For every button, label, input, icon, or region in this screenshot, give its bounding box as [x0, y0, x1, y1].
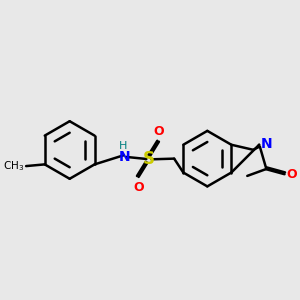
Text: O: O	[286, 168, 297, 181]
Text: N: N	[118, 150, 130, 164]
Text: S: S	[143, 150, 155, 168]
Text: O: O	[154, 124, 164, 138]
Text: CH$_3$: CH$_3$	[3, 159, 24, 173]
Text: N: N	[260, 137, 272, 151]
Text: O: O	[133, 181, 144, 194]
Text: H: H	[119, 140, 127, 151]
